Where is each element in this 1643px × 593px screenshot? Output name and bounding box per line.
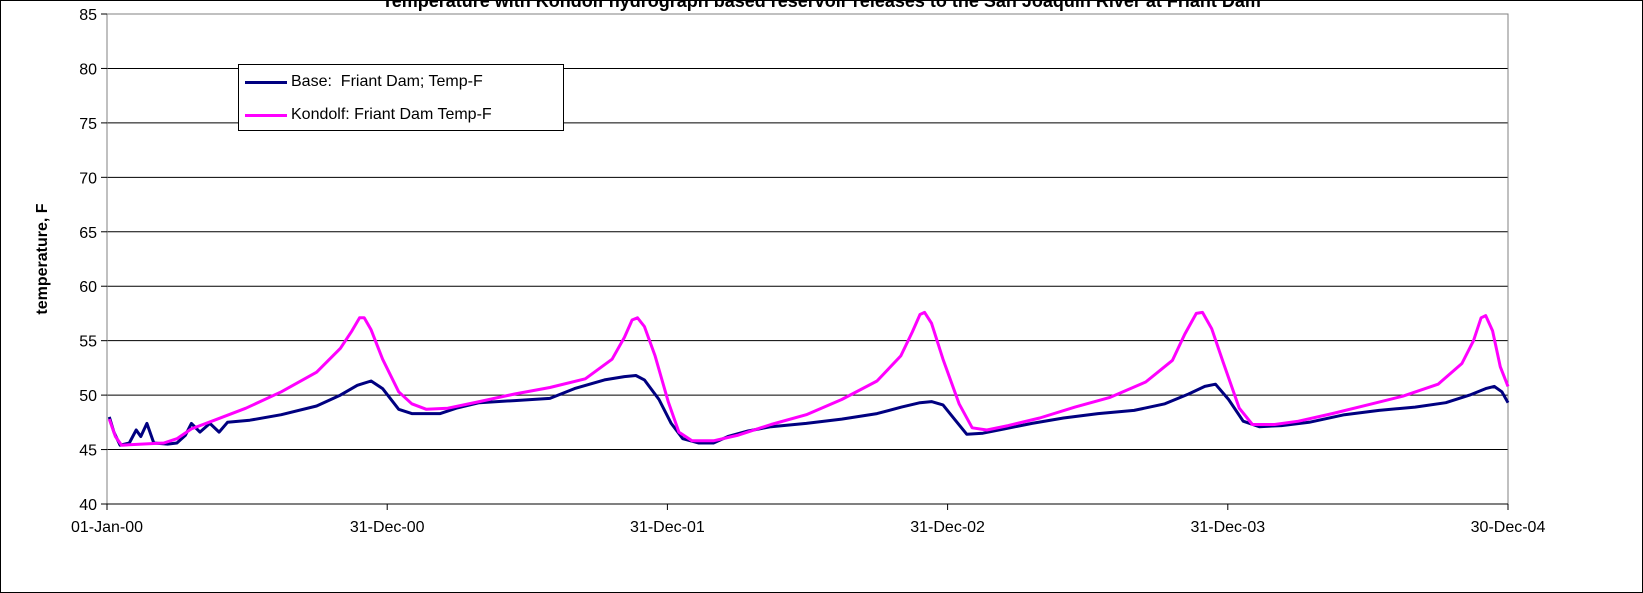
y-tick-label: 60 bbox=[79, 279, 97, 296]
legend: Base: Friant Dam; Temp-F Kondolf: Friant… bbox=[238, 64, 564, 131]
y-tick-label: 45 bbox=[79, 443, 97, 460]
y-tick-label: 55 bbox=[79, 334, 97, 351]
legend-swatch-base bbox=[245, 80, 287, 84]
series-lines bbox=[107, 310, 1510, 447]
axes: 40 45 50 55 60 65 70 75 80 85 01-Jan-00 31-Dec-00 31… bbox=[71, 7, 1545, 536]
chart-title: Temperature with Kondolf hydrograph base… bbox=[382, 0, 1261, 11]
legend-label-kondolf: Kondolf: Friant Dam Temp-F bbox=[291, 106, 492, 123]
legend-label-base: Base: Friant Dam; Temp-F bbox=[291, 73, 483, 90]
x-tick-label: 31-Dec-02 bbox=[910, 519, 985, 536]
x-tick-label: 30-Dec-04 bbox=[1471, 519, 1546, 536]
y-tick-label: 50 bbox=[79, 388, 97, 405]
y-tick-label: 70 bbox=[79, 170, 97, 187]
y-axis-label: temperature, F bbox=[34, 203, 51, 314]
x-tick-label: 31-Dec-00 bbox=[350, 519, 425, 536]
y-tick-label: 85 bbox=[79, 7, 97, 24]
x-tick-label: 01-Jan-00 bbox=[71, 519, 143, 536]
y-tick-label: 80 bbox=[79, 61, 97, 78]
legend-item-kondolf: Kondolf: Friant Dam Temp-F bbox=[245, 103, 492, 127]
y-tick-label: 65 bbox=[79, 225, 97, 242]
legend-swatch-kondolf bbox=[245, 113, 287, 117]
x-tick-label: 31-Dec-01 bbox=[630, 519, 705, 536]
y-tick-label: 75 bbox=[79, 116, 97, 133]
legend-item-base: Base: Friant Dam; Temp-F bbox=[245, 70, 483, 94]
x-tick-label: 31-Dec-03 bbox=[1190, 519, 1265, 536]
y-tick-label: 40 bbox=[79, 497, 97, 514]
series-line-base bbox=[107, 374, 1510, 447]
series-line-kondolf bbox=[107, 310, 1510, 447]
